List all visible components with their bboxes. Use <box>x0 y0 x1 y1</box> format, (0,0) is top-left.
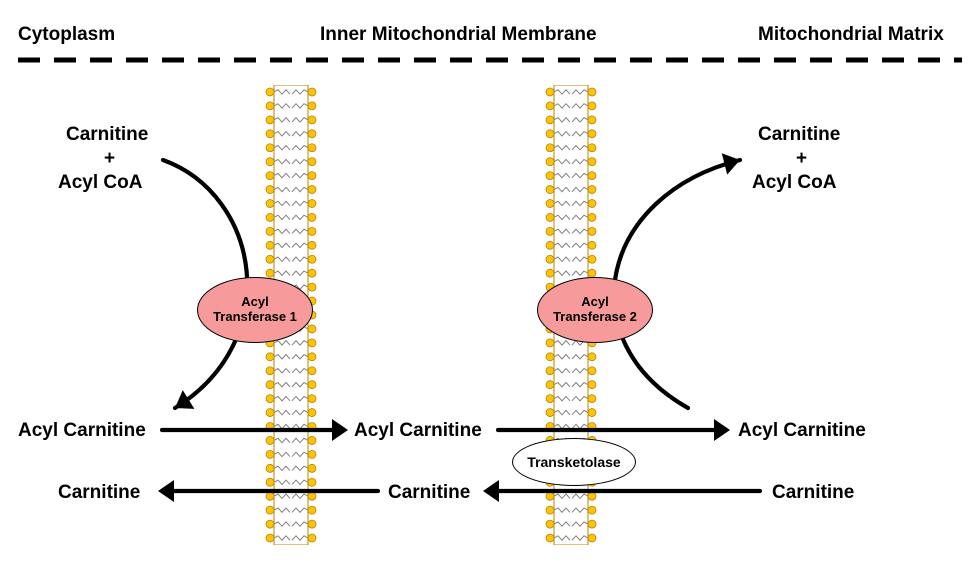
enzyme-at2-line1: Acyl <box>553 295 637 310</box>
enzyme-at1-line1: Acyl <box>213 295 297 310</box>
enzyme-acyl-transferase-1: Acyl Transferase 1 <box>197 277 313 343</box>
label-carnitine-cyto-bottom: Carnitine <box>58 482 140 504</box>
header-matrix: Mitochondrial Matrix <box>758 24 944 46</box>
diagram-stage: Cytoplasm Inner Mitochondrial Membrane M… <box>0 0 978 570</box>
enzyme-transketolase-label: Transketolase <box>527 454 620 470</box>
label-plus-cyto: + <box>104 148 115 170</box>
enzyme-acyl-transferase-2: Acyl Transferase 2 <box>537 277 653 343</box>
label-acylcarnitine-cyto: Acyl Carnitine <box>18 420 146 442</box>
enzyme-at1-line2: Transferase 1 <box>213 310 297 325</box>
header-imm: Inner Mitochondrial Membrane <box>320 24 597 46</box>
label-acylcoa-matrix: Acyl CoA <box>752 172 836 194</box>
enzyme-at2-line2: Transferase 2 <box>553 310 637 325</box>
label-carnitine-matrix-bottom: Carnitine <box>772 482 854 504</box>
label-plus-matrix: + <box>796 148 807 170</box>
label-carnitine-cyto-top: Carnitine <box>66 124 148 146</box>
label-carnitine-matrix-top: Carnitine <box>758 124 840 146</box>
label-acylcoa-cyto: Acyl CoA <box>58 172 142 194</box>
header-cytoplasm: Cytoplasm <box>18 24 115 46</box>
label-carnitine-mid-bottom: Carnitine <box>388 482 470 504</box>
enzyme-transketolase: Transketolase <box>512 438 636 486</box>
label-acylcarnitine-mid: Acyl Carnitine <box>354 420 482 442</box>
label-acylcarnitine-matrix: Acyl Carnitine <box>738 420 866 442</box>
